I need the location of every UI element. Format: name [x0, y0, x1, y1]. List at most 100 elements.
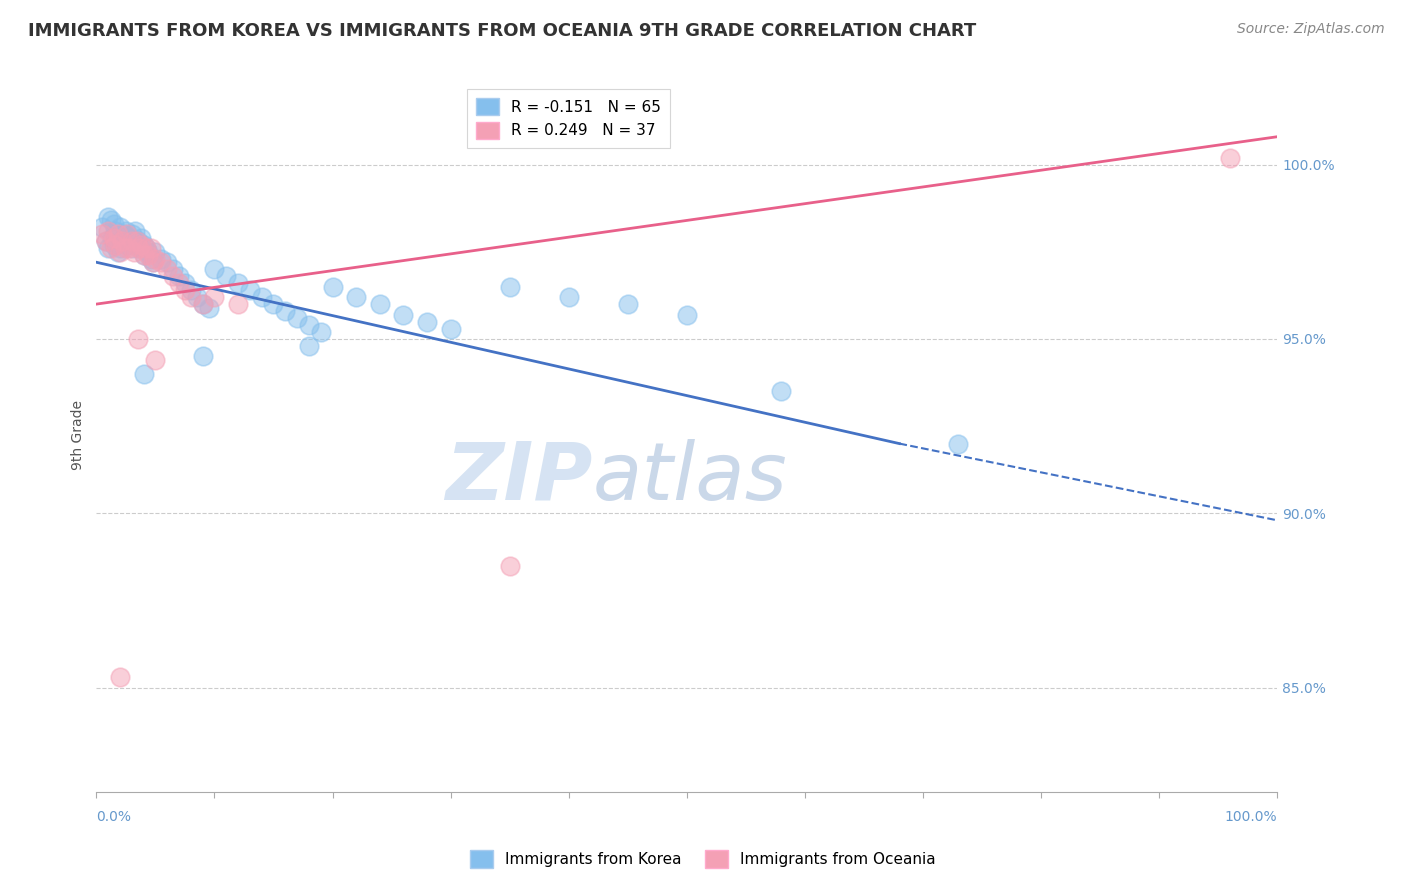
Point — [118, 241, 141, 255]
Point — [145, 352, 167, 367]
Point — [132, 248, 155, 262]
Point — [150, 255, 173, 269]
Point — [108, 241, 131, 255]
Point — [498, 558, 520, 573]
Point — [368, 297, 391, 311]
Point — [108, 670, 131, 684]
Point — [298, 318, 321, 332]
Point — [250, 290, 273, 304]
Point — [127, 332, 149, 346]
Point — [557, 290, 579, 304]
Point — [135, 241, 157, 255]
Point — [274, 304, 297, 318]
Point — [675, 308, 697, 322]
Text: Source: ZipAtlas.com: Source: ZipAtlas.com — [1237, 22, 1385, 37]
Point — [115, 227, 138, 242]
Point — [91, 220, 114, 235]
Point — [103, 231, 125, 245]
Point — [191, 297, 214, 311]
Point — [416, 314, 439, 328]
Point — [197, 301, 219, 315]
Point — [124, 224, 146, 238]
Point — [125, 235, 148, 249]
Point — [309, 325, 332, 339]
Point — [107, 227, 129, 242]
Point — [145, 252, 167, 266]
Point — [226, 297, 249, 311]
Point — [132, 367, 155, 381]
Point — [129, 231, 152, 245]
Text: IMMIGRANTS FROM KOREA VS IMMIGRANTS FROM OCEANIA 9TH GRADE CORRELATION CHART: IMMIGRANTS FROM KOREA VS IMMIGRANTS FROM… — [28, 22, 976, 40]
Point — [392, 308, 415, 322]
Point — [114, 241, 136, 255]
Point — [616, 297, 638, 311]
Legend: Immigrants from Korea, Immigrants from Oceania: Immigrants from Korea, Immigrants from O… — [464, 844, 942, 873]
Point — [191, 297, 214, 311]
Y-axis label: 9th Grade: 9th Grade — [72, 400, 86, 470]
Point — [948, 436, 970, 450]
Point — [104, 237, 127, 252]
Point — [174, 283, 197, 297]
Point — [100, 213, 122, 227]
Point — [150, 252, 173, 266]
Point — [298, 339, 321, 353]
Point — [142, 255, 165, 269]
Point — [94, 235, 117, 249]
Point — [121, 227, 143, 242]
Point — [285, 311, 308, 326]
Point — [167, 269, 190, 284]
Text: 100.0%: 100.0% — [1225, 810, 1277, 824]
Point — [215, 269, 238, 284]
Point — [111, 231, 134, 245]
Point — [122, 244, 145, 259]
Point — [132, 237, 155, 252]
Point — [115, 237, 138, 252]
Point — [1219, 151, 1241, 165]
Point — [121, 235, 143, 249]
Text: 0.0%: 0.0% — [97, 810, 131, 824]
Point — [156, 262, 179, 277]
Point — [103, 217, 125, 231]
Point — [239, 283, 262, 297]
Point — [111, 235, 134, 249]
Point — [129, 237, 152, 252]
Point — [115, 224, 138, 238]
Point — [108, 244, 131, 259]
Point — [180, 290, 202, 304]
Point — [226, 276, 249, 290]
Point — [191, 350, 214, 364]
Point — [104, 224, 127, 238]
Point — [122, 235, 145, 249]
Point — [112, 227, 135, 242]
Point — [204, 290, 226, 304]
Point — [91, 227, 114, 242]
Point — [322, 279, 344, 293]
Text: atlas: atlas — [592, 439, 787, 516]
Point — [107, 244, 129, 259]
Point — [100, 241, 122, 255]
Point — [167, 276, 190, 290]
Point — [118, 231, 141, 245]
Point — [145, 244, 167, 259]
Point — [344, 290, 367, 304]
Point — [108, 220, 131, 235]
Point — [97, 241, 120, 255]
Point — [770, 384, 793, 399]
Point — [139, 252, 162, 266]
Point — [142, 255, 165, 269]
Point — [139, 241, 162, 255]
Point — [174, 276, 197, 290]
Point — [162, 269, 184, 284]
Text: ZIP: ZIP — [444, 439, 592, 516]
Point — [132, 248, 155, 262]
Point — [97, 224, 120, 238]
Point — [127, 235, 149, 249]
Point — [128, 241, 150, 255]
Point — [128, 241, 150, 255]
Point — [180, 283, 202, 297]
Point — [440, 321, 463, 335]
Point — [135, 241, 157, 255]
Point — [121, 241, 143, 255]
Point — [498, 279, 520, 293]
Point — [263, 297, 285, 311]
